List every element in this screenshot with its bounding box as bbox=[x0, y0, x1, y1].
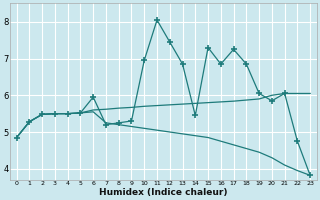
X-axis label: Humidex (Indice chaleur): Humidex (Indice chaleur) bbox=[99, 188, 228, 197]
